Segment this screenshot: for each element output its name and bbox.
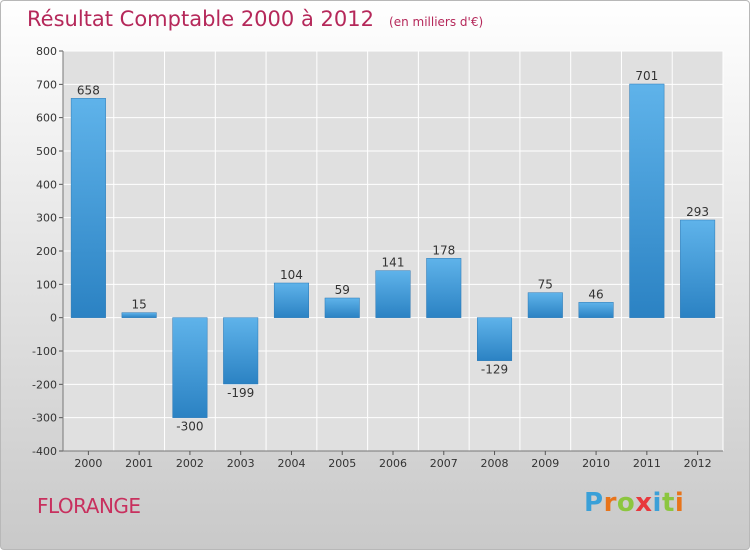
x-tick-label: 2001: [125, 457, 153, 470]
value-label-2005: 59: [335, 283, 350, 297]
bar-2001: [121, 312, 157, 318]
proxiti-logo: Proxiti: [584, 488, 684, 518]
bar-2010: [578, 302, 614, 318]
y-tick-label: 100: [36, 278, 57, 291]
value-label-2012: 293: [686, 205, 709, 219]
x-tick-label: 2004: [277, 457, 305, 470]
y-tick-label: 800: [36, 45, 57, 58]
value-label-2001: 15: [132, 298, 147, 312]
chart-subtitle: (en milliers d'€): [389, 15, 484, 29]
logo-letter: r: [603, 488, 617, 518]
bar-2008: [477, 317, 513, 361]
logo-letter: i: [674, 488, 685, 518]
logo-letter: P: [584, 488, 604, 518]
x-tick-label: 2011: [633, 457, 661, 470]
value-label-2006: 141: [382, 256, 405, 270]
x-tick-label: 2000: [74, 457, 102, 470]
x-tick-label: 2006: [379, 457, 407, 470]
value-label-2004: 104: [280, 268, 303, 282]
value-label-2002: -300: [176, 420, 203, 434]
bar-2000: [70, 98, 106, 318]
bar-2009: [527, 292, 563, 318]
y-tick-label: -200: [32, 378, 57, 391]
y-tick-label: 500: [36, 145, 57, 158]
x-tick-label: 2007: [430, 457, 458, 470]
x-tick-label: 2002: [176, 457, 204, 470]
value-label-2009: 75: [538, 278, 553, 292]
bar-2003: [223, 317, 259, 385]
commune-name: FLORANGE: [37, 494, 141, 518]
y-tick-label: -100: [32, 345, 57, 358]
bar-chart: -400 -300 -200 -100 0 100 200 300 400 500 600 700 80…: [32, 45, 724, 470]
x-tick-label: 2010: [582, 457, 610, 470]
y-tick-label: -400: [32, 445, 57, 458]
value-label-2010: 46: [588, 287, 603, 301]
bar-2005: [324, 297, 360, 318]
y-tick-label: 0: [50, 312, 57, 325]
logo-letter: i: [652, 488, 662, 518]
bar-2002: [172, 317, 208, 418]
bar-2012: [680, 219, 716, 318]
logo-letter: x: [635, 488, 653, 518]
bar-2006: [375, 270, 411, 318]
y-tick-label: 200: [36, 245, 57, 258]
y-tick-label: 600: [36, 112, 57, 125]
x-tick-label: 2005: [328, 457, 356, 470]
y-tick-label: 700: [36, 78, 57, 91]
x-tick-label: 2003: [227, 457, 255, 470]
x-tick-label: 2012: [684, 457, 712, 470]
bar-2007: [426, 258, 462, 318]
chart-title: Résultat Comptable 2000 à 2012: [27, 7, 374, 31]
value-label-2000: 658: [77, 83, 100, 97]
bar-2004: [273, 282, 309, 318]
value-label-2008: -129: [481, 363, 508, 377]
y-tick-label: -300: [32, 412, 57, 425]
bar-2011: [629, 83, 665, 318]
logo-letter: t: [661, 488, 675, 518]
value-label-2007: 178: [432, 243, 455, 257]
x-tick-label: 2009: [531, 457, 559, 470]
value-label-2003: -199: [227, 386, 254, 400]
x-tick-label: 2008: [481, 457, 509, 470]
y-tick-label: 300: [36, 212, 57, 225]
value-label-2011: 701: [635, 69, 658, 83]
logo-letter: o: [616, 488, 636, 518]
chart-header: Résultat Comptable 2000 à 2012 (en milli…: [27, 7, 483, 31]
y-tick-label: 400: [36, 178, 57, 191]
